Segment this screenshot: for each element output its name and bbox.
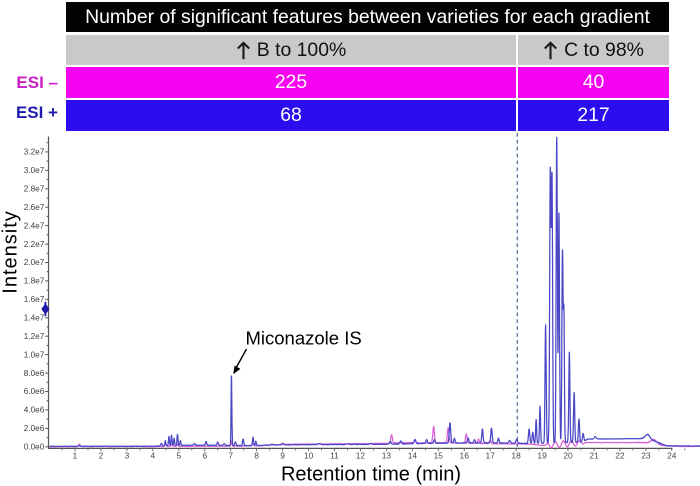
svg-text:3.0e7: 3.0e7 (24, 166, 45, 175)
svg-text:9: 9 (280, 450, 285, 460)
svg-text:1.8e7: 1.8e7 (24, 277, 45, 286)
svg-text:2.4e7: 2.4e7 (24, 221, 45, 230)
svg-text:23: 23 (641, 450, 651, 460)
svg-text:0.0e0: 0.0e0 (24, 443, 45, 452)
svg-text:21: 21 (589, 450, 599, 460)
svg-text:2.8e7: 2.8e7 (24, 185, 45, 194)
svg-text:1.4e7: 1.4e7 (24, 314, 45, 323)
svg-text:19: 19 (537, 450, 547, 460)
svg-text:Retention time (min): Retention time (min) (281, 464, 461, 486)
svg-text:15: 15 (434, 450, 444, 460)
svg-text:Miconazole IS: Miconazole IS (246, 328, 362, 349)
svg-text:8.0e6: 8.0e6 (24, 369, 45, 378)
svg-text:17: 17 (486, 450, 496, 460)
svg-text:10: 10 (304, 450, 314, 460)
svg-text:1.2e7: 1.2e7 (24, 332, 45, 341)
svg-text:13: 13 (382, 450, 392, 460)
svg-text:2: 2 (99, 450, 104, 460)
svg-text:12: 12 (356, 450, 366, 460)
svg-text:1.0e7: 1.0e7 (24, 350, 45, 359)
svg-text:14: 14 (408, 450, 418, 460)
svg-text:24: 24 (667, 450, 677, 460)
svg-text:2.0e6: 2.0e6 (24, 424, 45, 433)
svg-text:5: 5 (176, 450, 181, 460)
svg-text:2.6e7: 2.6e7 (24, 203, 45, 212)
svg-text:4: 4 (150, 450, 155, 460)
svg-text:8: 8 (254, 450, 259, 460)
svg-text:1: 1 (73, 450, 78, 460)
svg-text:11: 11 (330, 450, 339, 460)
svg-text:20: 20 (563, 450, 573, 460)
svg-text:1.6e7: 1.6e7 (24, 295, 45, 304)
svg-text:7: 7 (228, 450, 233, 460)
svg-text:2.0e7: 2.0e7 (24, 258, 45, 267)
svg-text:3.2e7: 3.2e7 (24, 148, 45, 157)
svg-text:22: 22 (615, 450, 625, 460)
svg-text:2.2e7: 2.2e7 (24, 240, 45, 249)
svg-text:16: 16 (460, 450, 470, 460)
svg-text:Intensity: Intensity (0, 210, 22, 293)
svg-text:6: 6 (202, 450, 207, 460)
svg-text:6.0e6: 6.0e6 (24, 387, 45, 396)
svg-text:4.0e6: 4.0e6 (24, 406, 45, 415)
svg-text:3: 3 (125, 450, 130, 460)
svg-text:18: 18 (511, 450, 521, 460)
